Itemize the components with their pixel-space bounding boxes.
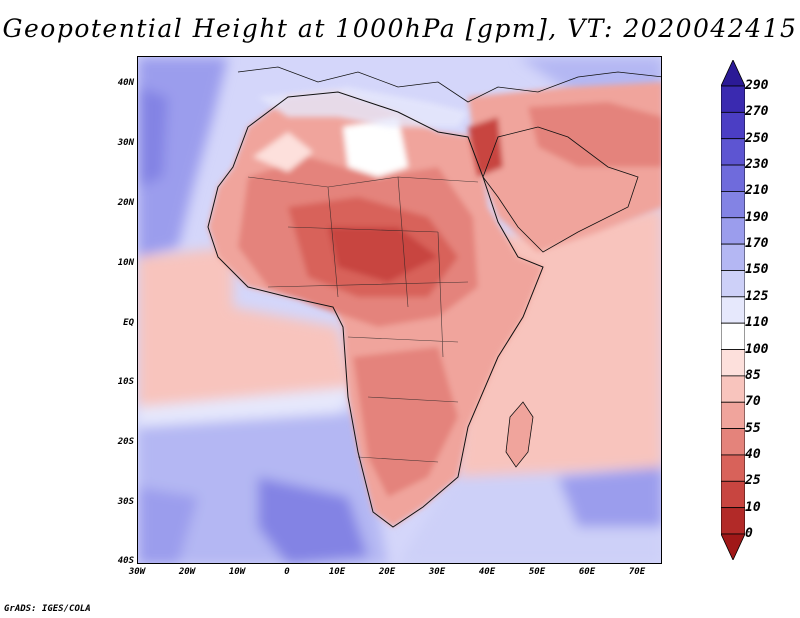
colorbar-segment xyxy=(721,111,745,140)
colorbar-label: 270 xyxy=(745,104,769,120)
colorbar-label: 25 xyxy=(745,473,761,489)
colorbar-label: 55 xyxy=(745,420,761,436)
colorbar-bottom-triangle xyxy=(721,533,745,560)
lon-label-10e: 10E xyxy=(328,567,346,577)
colorbar-label: 110 xyxy=(745,315,769,331)
colorbar-segment xyxy=(721,243,745,271)
colorbar-segment xyxy=(721,428,745,456)
lat-label-10n: 10N xyxy=(117,258,134,268)
country-borders xyxy=(247,176,479,463)
colorbar-label: 150 xyxy=(745,262,769,278)
africa-landmass xyxy=(208,92,543,527)
map-title: Geopotential Height at 1000hPa [gpm], VT… xyxy=(2,14,798,43)
colorbar-label: 70 xyxy=(745,394,761,410)
colorbar-segment xyxy=(721,138,745,166)
colorbar-label: 100 xyxy=(745,341,769,357)
colorbar-label: 170 xyxy=(745,236,769,252)
map-panel xyxy=(137,56,662,564)
colorbar-segment xyxy=(721,164,745,192)
tropical-atlantic xyxy=(138,247,353,407)
colorbar-segment xyxy=(721,349,745,377)
lon-label-60e: 60E xyxy=(578,567,596,577)
colorbar-segment xyxy=(721,507,745,535)
arabia-coastline xyxy=(482,126,639,253)
lon-label-20w: 20W xyxy=(178,567,196,577)
lon-label-20e: 20E xyxy=(378,567,396,577)
colorbar-label: 230 xyxy=(745,157,769,173)
colorbar-segment xyxy=(721,480,745,509)
lat-label-20s: 20S xyxy=(117,437,134,447)
colorbar-label: 210 xyxy=(745,183,769,199)
lat-label-40n: 40N xyxy=(117,78,134,88)
geopotential-map xyxy=(138,57,661,563)
colorbar-segment xyxy=(721,401,745,429)
mediterranean xyxy=(258,87,468,127)
lon-label-10w: 10W xyxy=(228,567,246,577)
lat-label-40s: 40S xyxy=(117,556,134,566)
colorbar-label: 10 xyxy=(745,499,761,515)
colorbar-segment xyxy=(721,191,745,219)
madagascar xyxy=(506,402,533,467)
lon-label-50e: 50E xyxy=(528,567,546,577)
lat-label-10s: 10S xyxy=(117,377,134,387)
colorbar-segment xyxy=(721,296,745,324)
colorbar-segment xyxy=(721,322,745,350)
colorbar-segment xyxy=(721,217,745,245)
colorbar-label: 0 xyxy=(745,526,753,541)
grads-credit: GrADS: IGES/COLA xyxy=(4,604,91,614)
colorbar-segment xyxy=(721,270,745,298)
lon-label-30w: 30W xyxy=(128,567,146,577)
lon-label-70e: 70E xyxy=(628,567,646,577)
colorbar-label: 290 xyxy=(745,78,769,93)
lat-label-30s: 30S xyxy=(117,497,134,507)
colorbar-label: 190 xyxy=(745,209,769,225)
lon-label-40e: 40E xyxy=(478,567,496,577)
colorbar-top-triangle xyxy=(721,60,745,87)
colorbar-label: 125 xyxy=(745,288,769,304)
colorbar-segment xyxy=(721,454,745,482)
lat-label-20n: 20N xyxy=(117,198,134,208)
europe-coastline xyxy=(237,66,661,103)
colorbar-segment xyxy=(721,85,745,113)
colorbar-label: 40 xyxy=(745,446,761,462)
lon-label-30e: 30E xyxy=(428,567,446,577)
colorbar-segment xyxy=(721,375,745,403)
lat-label-eq: EQ xyxy=(123,318,134,328)
africa-coastline xyxy=(207,91,544,528)
colorbar xyxy=(721,60,745,560)
lat-label-30n: 30N xyxy=(117,138,134,148)
colorbar-label: 85 xyxy=(745,367,761,383)
colorbar-label: 250 xyxy=(745,130,769,146)
lon-label-0: 0 xyxy=(284,567,290,577)
